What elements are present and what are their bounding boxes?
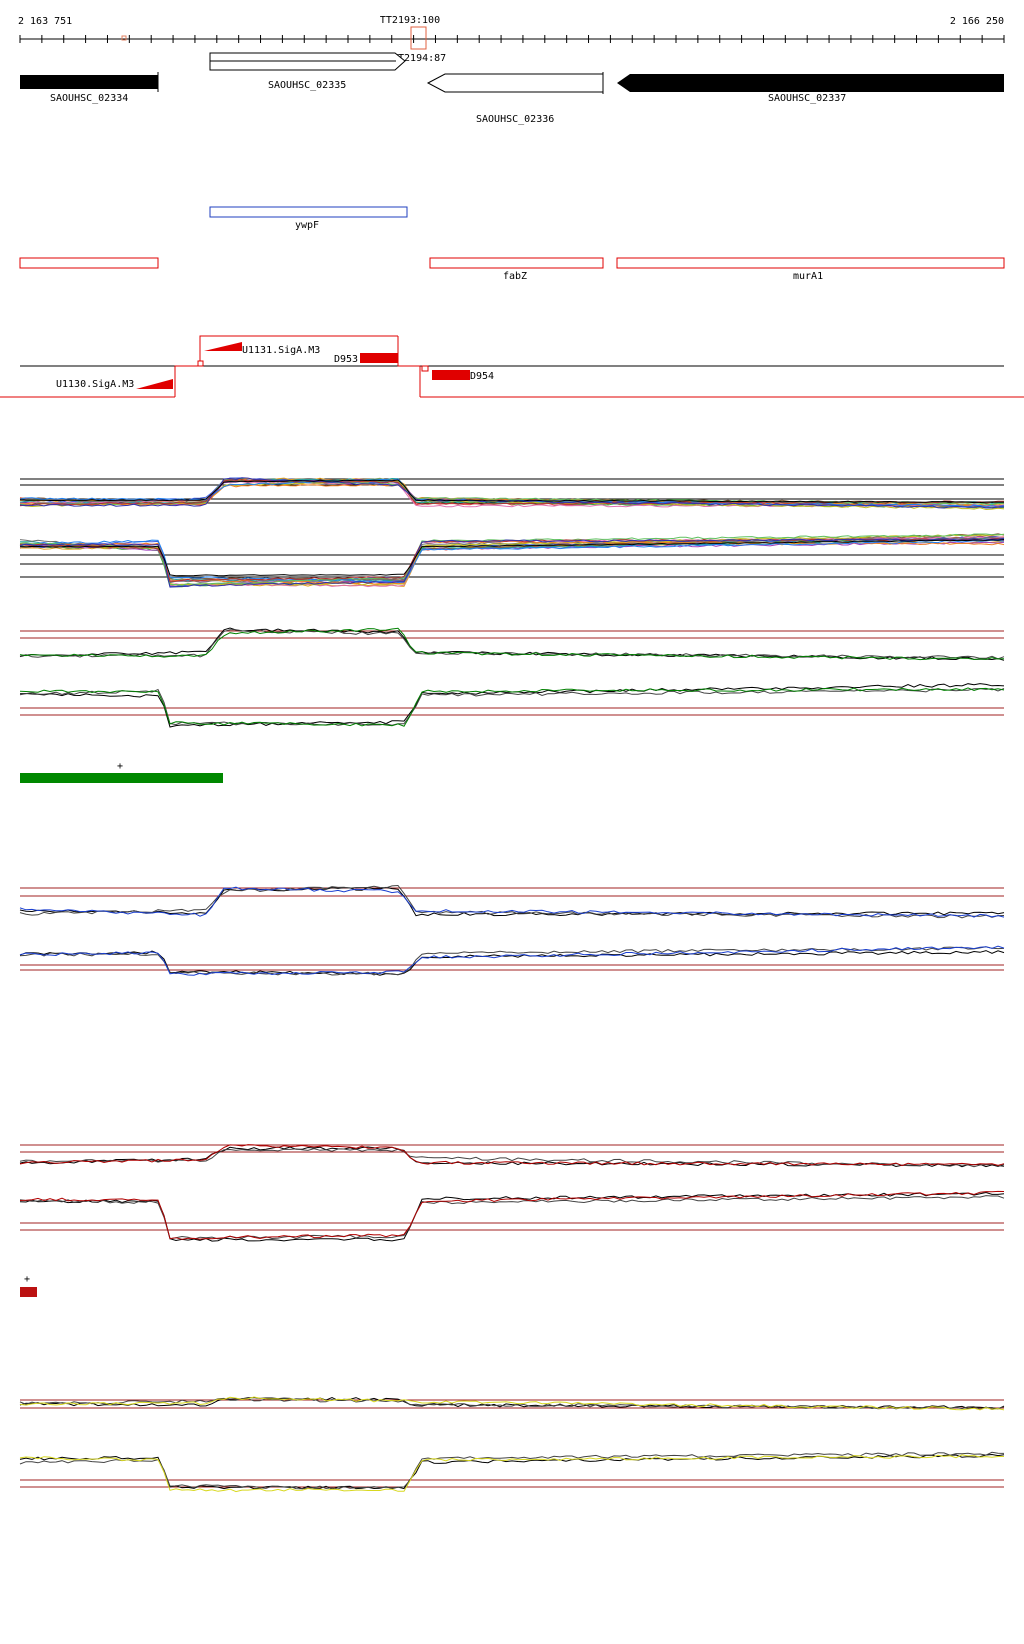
promoter-wedge [136, 379, 173, 389]
annotation-mura1[interactable]: murA1 [616, 257, 1005, 282]
gene-saouhsc-02335[interactable]: SAOUHSC_02335 [209, 52, 406, 91]
expression-trace [19, 687, 1005, 727]
segment-bar [20, 1287, 37, 1297]
ruler-start-label: 2 163 751 [18, 16, 72, 27]
expression-trace [19, 1453, 1005, 1490]
expression-trace [19, 946, 1005, 976]
expression-trace [19, 886, 1005, 918]
gene-label: SAOUHSC_02337 [768, 93, 846, 104]
cursor-marker[interactable] [410, 26, 427, 50]
annotation-box [429, 257, 604, 269]
dna-box-d953[interactable]: D953 [334, 353, 398, 365]
expression-trace [19, 537, 1005, 588]
promoter-u1131[interactable]: U1131.SigA.M3 [204, 342, 320, 356]
annotation-label: fabZ [503, 271, 527, 282]
expression-trace [19, 1397, 1005, 1411]
dna-box-label: D953 [334, 354, 358, 365]
expression-trace [19, 1195, 1005, 1240]
expression-trace [19, 1144, 1005, 1167]
gene-saouhsc-02336[interactable]: SAOUHSC_02336 [426, 72, 604, 125]
gene-saouhsc-02337[interactable]: SAOUHSC_02337 [617, 74, 1004, 104]
expression-trace [19, 479, 1004, 504]
expression-trace [19, 1396, 1005, 1411]
expression-trace [19, 1454, 1004, 1493]
transcript-track: U1130.SigA.M3 U1131.SigA.M3 D953 D954 [0, 335, 1024, 398]
green-segment-bar[interactable]: + [20, 761, 223, 783]
expression-trace [19, 629, 1005, 660]
annotation-ywpf[interactable]: ywpF [209, 206, 408, 231]
promoter-wedge [204, 342, 242, 351]
promoter-label: U1131.SigA.M3 [242, 345, 320, 356]
panel-blue-condition [19, 884, 1005, 976]
dna-box-label: D954 [470, 371, 494, 382]
coordinate-ruler: 2 163 751 2 166 250 TT2193:100 [18, 15, 1005, 50]
gene-track: SAOUHSC_02334 SAOUHSC_02335 SAOUHSC_0233… [20, 52, 1004, 125]
segment-bar [20, 773, 223, 783]
dna-box [360, 353, 398, 363]
gene-label: SAOUHSC_02336 [476, 114, 554, 125]
expression-trace [19, 1451, 1005, 1490]
promoter-label: U1130.SigA.M3 [56, 379, 134, 390]
expression-trace [19, 539, 1005, 584]
step-box [197, 360, 204, 367]
expression-trace [19, 950, 1005, 976]
terminator-label: TT2194:87 [392, 53, 446, 64]
panel-green-condition [19, 627, 1005, 728]
dna-box-d954[interactable]: D954 [432, 370, 494, 382]
promoter-u1130[interactable]: U1130.SigA.M3 [56, 379, 173, 390]
gene-label: SAOUHSC_02335 [268, 80, 346, 91]
panel-all-conditions [19, 477, 1005, 588]
gene-body [20, 75, 158, 89]
ruler-ticks [19, 35, 1005, 43]
annotation-box [209, 206, 408, 218]
annotation-label: ywpF [295, 220, 319, 231]
expression-trace [19, 539, 1005, 577]
expression-trace [19, 627, 1005, 661]
segment-marker: + [117, 761, 123, 772]
expression-trace [19, 945, 1005, 976]
expression-trace [19, 1190, 1005, 1240]
gene-body [617, 74, 1004, 92]
gene-label: SAOUHSC_02334 [50, 93, 128, 104]
red-annotation-track: fabZ murA1 [19, 257, 1005, 282]
annotation-fabz[interactable]: fabZ [429, 257, 604, 282]
panel-yellow-condition [19, 1396, 1005, 1493]
panel-red-condition [19, 1144, 1005, 1242]
dna-box [432, 370, 470, 380]
transcript-step-right [397, 336, 421, 397]
step-box [421, 365, 429, 372]
segment-marker: + [24, 1274, 30, 1285]
expression-trace [19, 1191, 1005, 1242]
annotation-label: murA1 [793, 271, 823, 282]
annotation-box-unlabeled[interactable] [19, 257, 159, 269]
annotation-box [616, 257, 1005, 269]
ruler-small-marker [121, 35, 127, 41]
expression-trace [19, 886, 1005, 917]
ruler-cursor-label: TT2193:100 [380, 15, 440, 26]
expression-trace [19, 884, 1005, 919]
ruler-end-label: 2 166 250 [950, 16, 1004, 27]
gene-body [426, 73, 604, 93]
gene-saouhsc-02334[interactable]: SAOUHSC_02334 [20, 72, 159, 104]
expression-trace [19, 627, 1005, 661]
red-segment-bar[interactable]: + [20, 1274, 37, 1297]
